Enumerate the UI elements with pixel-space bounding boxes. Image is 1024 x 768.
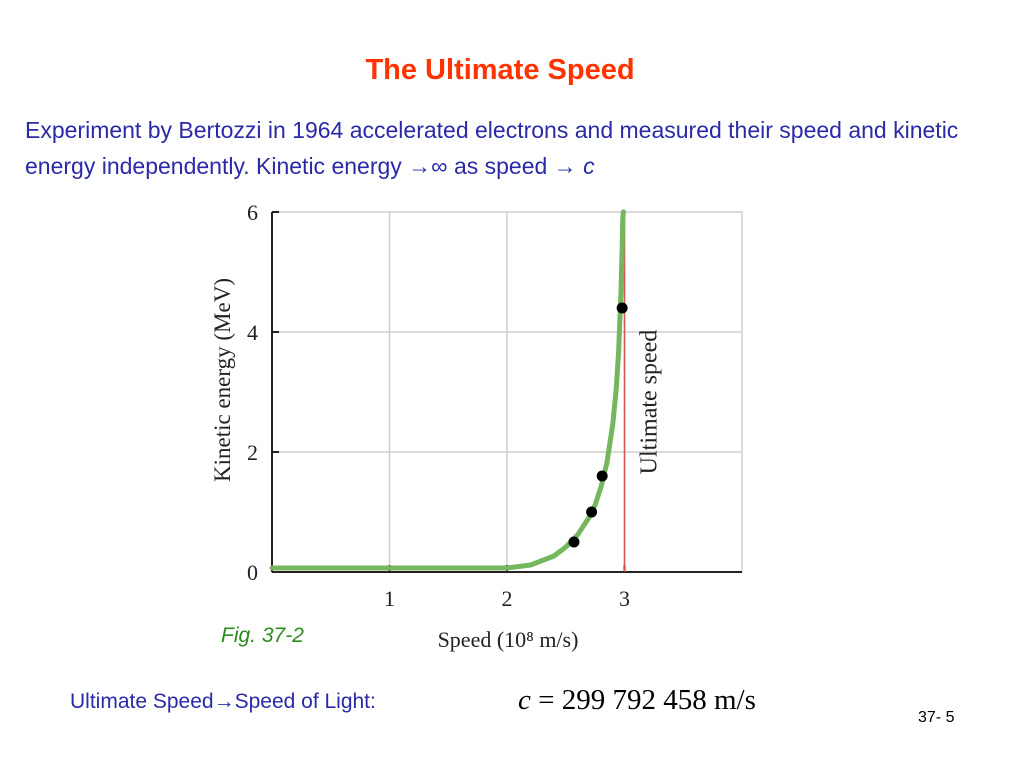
y-axis-label: Kinetic energy (MeV) [210,278,235,482]
data-point-2 [596,470,608,482]
data-point-3 [616,302,628,314]
y-tick-label-3: 6 [247,200,258,225]
chart-grid [271,211,743,573]
ultimate-speed-label: Ultimate speed [637,330,663,475]
measured-points-layer [568,302,628,548]
x-tick-label-0: 1 [384,586,395,611]
x-axis-label: Speed (10⁸ m/s) [438,627,579,652]
intro-text: Experiment by Bertozzi in 1964 accelerat… [25,117,959,179]
y-tick-label-0: 0 [247,560,258,585]
footer-label: Ultimate Speed→Speed of Light: [70,690,376,713]
intro-paragraph: Experiment by Bertozzi in 1964 accelerat… [25,112,985,184]
x-tick-label-2: 3 [619,586,630,611]
annotation-layer: Ultimate speed [623,212,663,572]
slide-title: The Ultimate Speed [365,54,635,86]
y-tick-label-1: 2 [247,440,258,465]
figure-caption: Fig. 37-2 [221,624,304,647]
kinetic-energy-chart: 0 2 4 6 1 2 3 Ultimate speed Kinetic energy (… [210,200,743,652]
y-tick-label-2: 4 [247,320,258,345]
intro-variable-c: c [583,153,595,179]
slide-number: 37- 5 [918,709,955,726]
formula-value: = 299 792 458 m/s [530,684,756,716]
data-point-1 [586,506,598,518]
x-tick-label-1: 2 [502,586,513,611]
speed-of-light-formula: c = 299 792 458 m/s [518,684,756,717]
curve-layer [269,209,627,571]
y-tick-labels: 0 2 4 6 [247,200,258,585]
x-tick-labels: 1 2 3 [384,586,630,611]
formula-variable-c: c [518,684,531,716]
data-point-0 [568,536,580,548]
theory-curve [269,209,627,571]
